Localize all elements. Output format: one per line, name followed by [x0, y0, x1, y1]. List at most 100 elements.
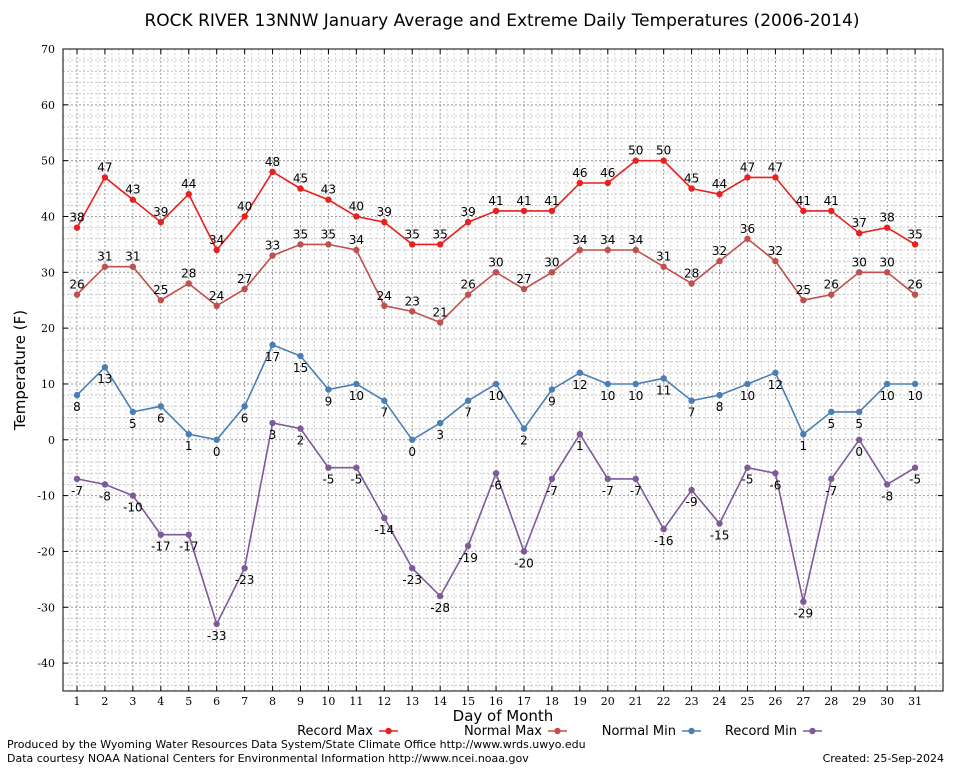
series-group — [73, 157, 919, 628]
x-tick-label: 29 — [852, 695, 866, 708]
data-label-record-max: 35 — [405, 227, 420, 241]
data-label-record-max: 46 — [572, 166, 587, 180]
data-point-normal-min — [492, 380, 500, 388]
data-label-normal-max: 36 — [740, 222, 755, 236]
data-point-normal-max — [241, 285, 248, 293]
data-label-normal-min: 12 — [768, 378, 783, 392]
data-point-record-min — [381, 514, 388, 522]
data-point-normal-max — [101, 263, 109, 270]
data-point-record-max — [492, 207, 500, 215]
data-label-record-max: 50 — [656, 144, 671, 158]
data-label-record-min: -10 — [123, 501, 143, 515]
data-label-normal-max: 26 — [907, 278, 922, 292]
data-point-record-max — [269, 168, 276, 176]
data-point-normal-min — [604, 380, 611, 388]
data-label-record-max: 50 — [628, 144, 643, 158]
legend: Record Max Normal Max Normal Min Record Min — [297, 724, 822, 739]
y-tick-label: 50 — [41, 155, 55, 168]
data-point-normal-max — [269, 252, 276, 259]
x-tick-label: 11 — [349, 695, 363, 708]
data-label-normal-min: 10 — [907, 389, 922, 403]
data-label-record-min: -5 — [350, 473, 362, 487]
data-point-record-min — [828, 475, 835, 483]
data-label-record-max: 38 — [880, 211, 895, 225]
x-tick-label: 15 — [461, 695, 475, 708]
y-tick-label: 10 — [41, 378, 55, 391]
x-tick-label: 17 — [517, 695, 531, 708]
y-tick-label: 70 — [41, 43, 55, 56]
data-point-normal-min — [660, 375, 667, 382]
data-point-normal-min — [576, 369, 584, 376]
data-point-normal-min — [520, 425, 528, 432]
x-tick-label: 16 — [489, 695, 503, 708]
data-label-record-min: -23 — [235, 573, 255, 587]
x-tick-label: 28 — [824, 695, 838, 708]
data-point-record-max — [381, 218, 388, 226]
data-label-record-max: 43 — [125, 183, 140, 197]
data-label-record-max: 47 — [768, 160, 783, 174]
data-label-normal-max: 30 — [488, 255, 503, 269]
data-label-record-min: -28 — [430, 601, 450, 615]
data-point-record-min — [185, 531, 192, 538]
data-label-normal-min: 8 — [73, 400, 81, 414]
data-point-normal-min — [129, 408, 137, 416]
data-point-record-min — [744, 464, 751, 471]
data-label-normal-min: 13 — [97, 372, 112, 386]
data-point-normal-max — [436, 319, 444, 326]
y-tick-label: -20 — [37, 545, 55, 558]
data-label-normal-max: 27 — [237, 272, 252, 286]
data-label-normal-max: 31 — [97, 250, 112, 264]
legend-label-record-min: Record Min — [725, 724, 797, 739]
data-point-normal-min — [325, 386, 332, 393]
data-point-normal-min — [548, 386, 556, 393]
data-label-normal-min: 8 — [716, 400, 724, 414]
data-point-normal-min — [632, 380, 639, 388]
data-label-normal-min: 5 — [855, 417, 863, 431]
data-label-record-min: -7 — [630, 484, 642, 498]
footer-produced-by: Produced by the Wyoming Water Resources … — [7, 738, 586, 751]
data-point-record-min — [520, 548, 528, 555]
x-tick-label: 31 — [908, 695, 922, 708]
data-point-record-min — [660, 525, 667, 533]
data-label-normal-min: 11 — [656, 383, 671, 397]
data-label-normal-min: 9 — [548, 395, 556, 409]
data-point-normal-min — [772, 369, 779, 376]
data-label-normal-max: 25 — [153, 283, 168, 297]
data-point-record-min — [241, 564, 248, 572]
data-label-record-max: 38 — [69, 211, 84, 225]
data-label-record-max: 39 — [460, 205, 475, 219]
data-label-normal-max: 30 — [852, 255, 867, 269]
data-point-normal-max — [576, 246, 584, 254]
data-point-record-min — [297, 425, 304, 432]
data-point-normal-max — [548, 269, 556, 276]
data-label-record-max: 47 — [97, 160, 112, 174]
data-label-record-min: -5 — [741, 473, 753, 487]
data-label-record-max: 41 — [544, 194, 559, 208]
data-point-record-min — [269, 419, 276, 427]
data-label-normal-min: 9 — [325, 395, 333, 409]
data-label-normal-min: 5 — [827, 417, 835, 431]
data-point-normal-min — [688, 397, 695, 404]
x-tick-label: 3 — [129, 695, 136, 708]
data-label-record-max: 34 — [209, 233, 224, 247]
data-point-record-min — [688, 486, 695, 494]
data-label-record-min: -6 — [490, 478, 502, 492]
data-label-normal-min: 6 — [157, 411, 165, 425]
data-label-normal-min: 1 — [185, 439, 193, 453]
data-point-record-max — [548, 207, 556, 215]
data-label-record-min: -7 — [825, 484, 837, 498]
data-point-normal-min — [464, 397, 472, 404]
x-tick-label: 2 — [101, 695, 108, 708]
data-label-record-min: -8 — [99, 489, 111, 503]
data-label-normal-min: 10 — [740, 389, 755, 403]
data-point-normal-min — [73, 391, 81, 399]
data-point-record-max — [632, 157, 639, 164]
data-label-normal-max: 26 — [460, 278, 475, 292]
data-point-record-max — [436, 241, 444, 248]
data-label-normal-min: 0 — [213, 445, 221, 459]
data-label-record-max: 44 — [181, 177, 196, 191]
x-tick-label: 27 — [796, 695, 810, 708]
data-label-normal-min: 7 — [688, 406, 696, 420]
data-point-normal-min — [381, 397, 388, 404]
